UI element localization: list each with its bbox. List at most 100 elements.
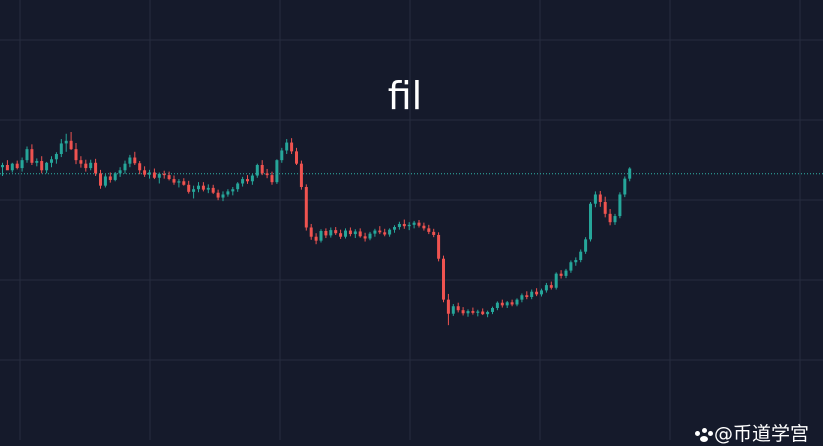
candle-body xyxy=(579,251,583,261)
candle-body xyxy=(192,189,196,192)
candle-body xyxy=(515,299,519,305)
candle xyxy=(412,220,416,229)
candle xyxy=(383,228,387,237)
candle-body xyxy=(255,165,259,176)
candle xyxy=(623,176,627,198)
candle-body xyxy=(89,162,93,169)
candle-body xyxy=(1,165,4,168)
candle-body xyxy=(476,311,480,313)
candle xyxy=(84,159,88,172)
candle-body xyxy=(535,291,539,295)
candle-body xyxy=(564,270,568,276)
candle xyxy=(505,300,509,308)
candle xyxy=(344,228,347,239)
candle xyxy=(138,161,142,175)
candle-body xyxy=(226,191,230,195)
candle xyxy=(564,268,568,279)
candle-body xyxy=(30,149,34,163)
candle xyxy=(216,189,220,201)
candle-body xyxy=(260,165,264,174)
candle xyxy=(5,160,9,171)
candle-body xyxy=(172,179,176,183)
candle xyxy=(540,288,543,297)
candle-body xyxy=(265,173,269,176)
candle-body xyxy=(69,140,73,150)
candle-body xyxy=(319,231,323,241)
candle xyxy=(407,222,411,231)
candle xyxy=(442,255,445,303)
candle xyxy=(148,169,151,179)
candle xyxy=(446,293,450,326)
candle-body xyxy=(236,183,240,190)
candle xyxy=(99,169,102,189)
candle xyxy=(285,139,289,154)
candle-body xyxy=(84,163,88,169)
candle-body xyxy=(295,151,298,164)
candle-body xyxy=(10,163,14,171)
candle-body xyxy=(608,213,612,223)
candle-body xyxy=(402,223,406,227)
candle xyxy=(397,221,401,230)
candle-body xyxy=(54,154,58,160)
candle xyxy=(466,309,470,317)
candle-body xyxy=(363,236,367,239)
candle xyxy=(520,293,524,303)
candle xyxy=(535,288,539,297)
candle-body xyxy=(530,291,534,297)
candle xyxy=(69,132,73,151)
candle-body xyxy=(339,233,343,237)
candle xyxy=(172,175,176,185)
candle-body xyxy=(437,234,441,259)
candle xyxy=(89,159,93,171)
candle-body xyxy=(64,140,68,144)
candle-body xyxy=(290,142,294,152)
candle-body xyxy=(344,230,347,237)
candle-body xyxy=(221,194,225,198)
candle xyxy=(157,172,161,184)
candle xyxy=(54,152,58,164)
candle-body xyxy=(383,232,387,235)
candle xyxy=(79,156,83,168)
candle-body xyxy=(182,181,186,185)
candle xyxy=(231,187,235,196)
candle-body xyxy=(157,173,161,178)
candle-body xyxy=(246,179,249,182)
candle xyxy=(314,233,318,245)
candle xyxy=(574,257,578,266)
candle-body xyxy=(407,224,411,227)
candle xyxy=(515,298,519,307)
candle xyxy=(486,310,490,318)
candle-body xyxy=(422,225,426,229)
candle-body xyxy=(280,150,284,161)
candle-body xyxy=(143,170,147,175)
candle-body xyxy=(231,189,235,192)
candle-body xyxy=(304,187,308,228)
candle xyxy=(304,184,308,231)
candle xyxy=(608,209,612,226)
candle xyxy=(25,146,29,163)
candle xyxy=(559,270,563,279)
candle xyxy=(167,171,171,181)
candle-body xyxy=(412,222,416,225)
candle xyxy=(246,175,249,184)
candle xyxy=(530,289,534,300)
candle xyxy=(358,228,362,238)
candle xyxy=(334,227,338,235)
chart-title: fil xyxy=(387,74,423,118)
candle xyxy=(118,167,122,177)
candle xyxy=(295,147,298,165)
candle xyxy=(35,158,39,167)
candle xyxy=(260,160,264,176)
candle xyxy=(348,227,352,237)
candle-body xyxy=(211,187,215,193)
candle-body xyxy=(618,194,622,217)
candle xyxy=(432,228,436,238)
candle xyxy=(187,180,191,194)
candle-body xyxy=(128,157,132,164)
watermark-text: @币道学宫 xyxy=(713,423,809,445)
candle-body xyxy=(35,161,39,163)
candle xyxy=(402,219,406,229)
candle-body xyxy=(348,230,352,235)
